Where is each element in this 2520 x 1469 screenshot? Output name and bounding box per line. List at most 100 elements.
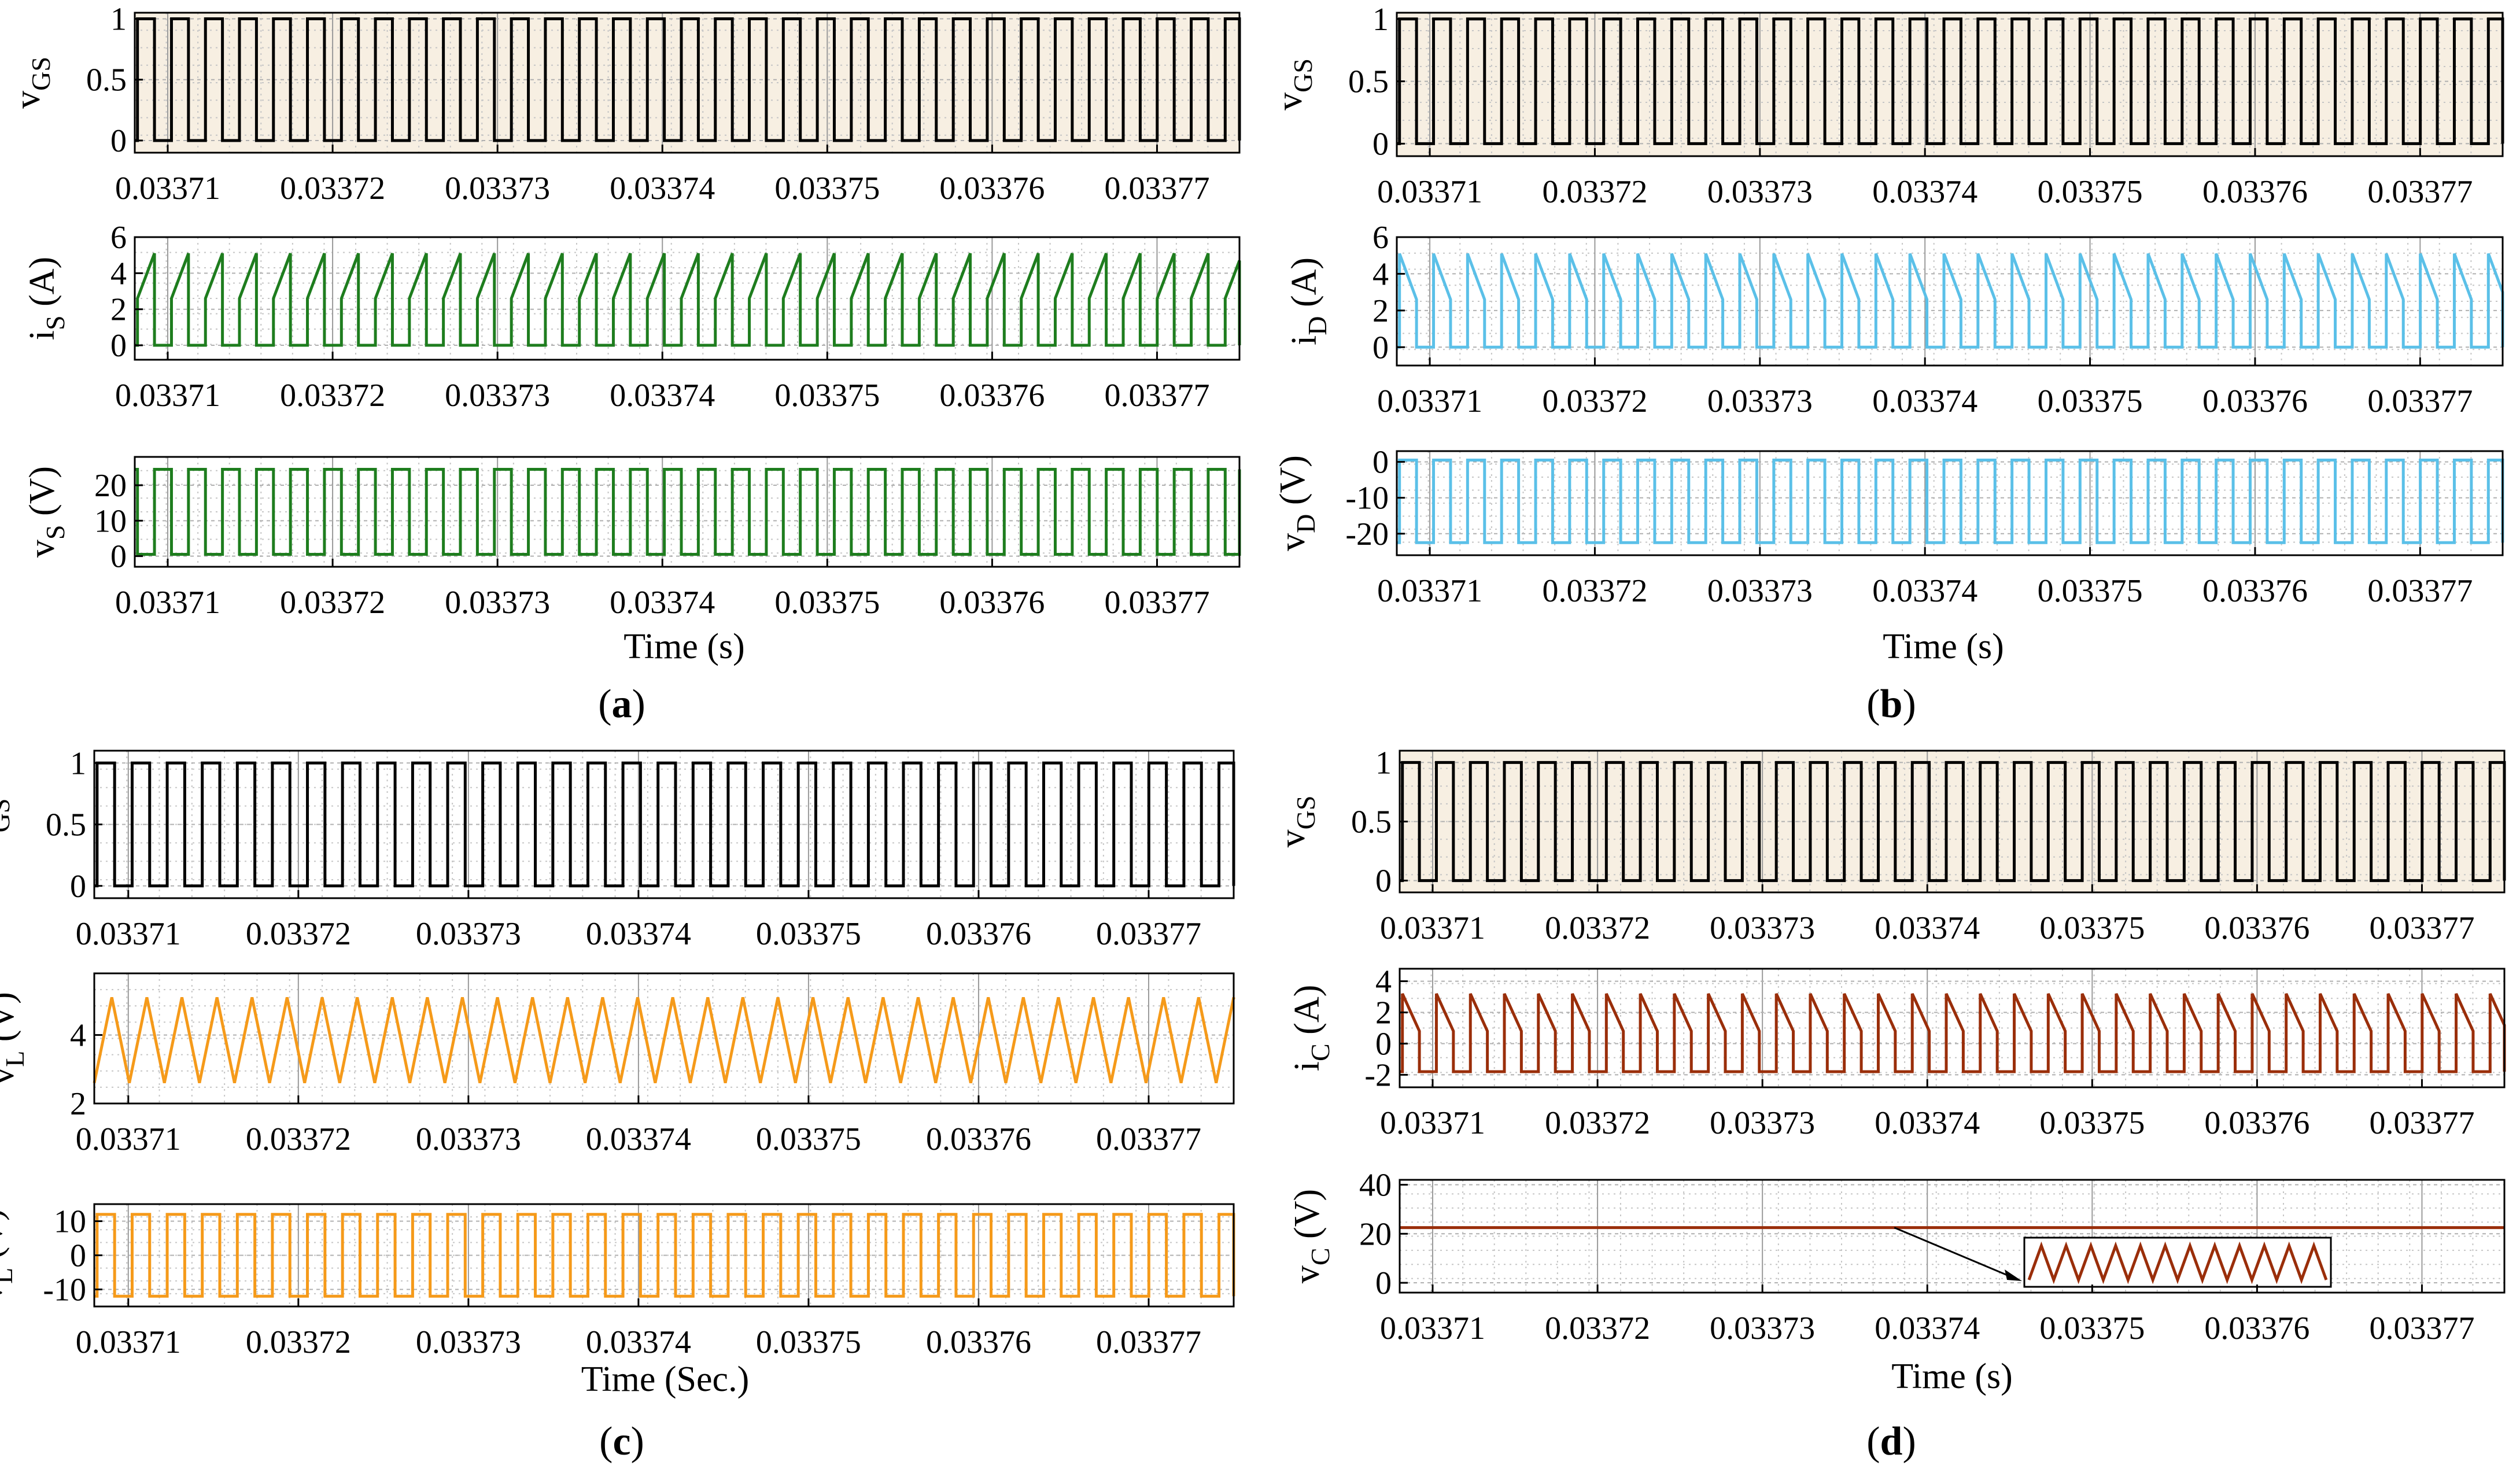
x-tick-label: 0.03371 — [1377, 573, 1482, 609]
x-tick-label: 0.03374 — [1875, 1105, 1980, 1141]
series-line-d — [1397, 253, 2504, 349]
plot-background — [135, 13, 1239, 153]
x-tick-label: 0.03371 — [76, 1324, 181, 1360]
x-tick-label: 0.03376 — [2202, 383, 2308, 419]
y-tick-label: 4 — [110, 256, 127, 291]
y-tick-label: 1 — [1372, 2, 1389, 38]
y-tick-label: 4 — [1372, 256, 1389, 292]
y-tick-label: -2 — [1364, 1057, 1392, 1093]
y-axis-label: vGS — [1273, 796, 1320, 848]
panel-label-d: (d) — [1866, 1419, 1916, 1464]
x-tick-label: 0.03376 — [926, 916, 1031, 952]
x-tick-label: 0.03376 — [939, 171, 1045, 206]
x-tick-label: 0.03375 — [2038, 383, 2143, 419]
y-axis-label: vC (V) — [1287, 1189, 1335, 1283]
y-tick-label: -10 — [43, 1272, 86, 1308]
x-tick-label: 0.03375 — [774, 171, 880, 206]
subplot-d-c-10: 0.03371 0.03372 0.03373 0.03374 0.03375 0.033… — [1287, 964, 2506, 1141]
y-tick-label: 1 — [70, 745, 86, 781]
x-tick-label: 0.03376 — [939, 378, 1045, 414]
x-tick-label: 0.03377 — [1096, 1324, 1201, 1360]
series-line-c — [1400, 993, 2506, 1073]
x-tick-label: 0.03374 — [1872, 383, 1977, 419]
subplot-c-gs-6: 0.03371 0.03372 0.03373 0.03374 0.03375 0.033… — [0, 745, 1235, 952]
y-tick-label: 2 — [110, 292, 127, 328]
series-line-gs — [1400, 761, 2506, 883]
x-tick-label: 0.03373 — [445, 585, 550, 621]
x-tick-label: 0.03374 — [1872, 174, 1977, 210]
plot-frame — [93, 972, 1235, 1105]
y-tick-label: 20 — [1359, 1216, 1392, 1252]
x-tick-label: 0.03372 — [280, 585, 385, 621]
y-tick-label: 6 — [1372, 220, 1389, 256]
plot-background — [1400, 1180, 2504, 1293]
y-tick-label: 0.5 — [46, 807, 86, 843]
x-tick-label: 0.03377 — [2367, 573, 2473, 609]
y-axis-label: vGS — [1270, 58, 1318, 110]
plot-background — [1397, 13, 2503, 156]
x-tick-label: 0.03372 — [1542, 383, 1647, 419]
x-tick-label: 0.03374 — [610, 171, 715, 206]
series-line-s — [135, 253, 1241, 347]
y-tick-label: 0 — [1375, 1026, 1392, 1062]
plot-frame — [1399, 1179, 2506, 1294]
x-tick-label: 0.03372 — [246, 916, 351, 952]
plot-background — [135, 457, 1239, 567]
y-tick-label: 20 — [94, 468, 127, 504]
x-tick-label: 0.03373 — [416, 1121, 521, 1157]
series-line-gs — [94, 761, 1235, 888]
x-tick-label: 0.03376 — [939, 585, 1045, 621]
y-tick-label: 0.5 — [1348, 64, 1389, 100]
x-tick-label: 0.03372 — [246, 1324, 351, 1360]
y-tick-label: 2 — [1372, 293, 1389, 329]
x-tick-label: 0.03376 — [2204, 1105, 2309, 1141]
x-tick-label: 0.03375 — [756, 916, 861, 952]
x-tick-label: 0.03377 — [2367, 383, 2473, 419]
subplot-b-d-5: 0.03371 0.03372 0.03373 0.03374 0.03375 0.033… — [1273, 445, 2504, 609]
x-tick-label: 0.03374 — [586, 916, 691, 952]
y-tick-label: 0 — [1372, 330, 1389, 366]
plot-frame — [1396, 236, 2504, 367]
series-line-l — [93, 996, 1235, 1083]
y-tick-label: 4 — [70, 1018, 86, 1054]
y-tick-label: 10 — [54, 1204, 86, 1240]
y-tick-label: 1 — [110, 2, 127, 38]
x-tick-label: 0.03375 — [2039, 1311, 2145, 1346]
x-tick-label: 0.03372 — [1545, 910, 1650, 946]
subplot-b-d-4: 0.03371 0.03372 0.03373 0.03374 0.03375 0.033… — [1285, 220, 2504, 419]
x-tick-label: 0.03375 — [2038, 174, 2143, 210]
y-tick-label: 2 — [70, 1086, 86, 1122]
y-tick-label: 0 — [1372, 126, 1389, 162]
plot-frame — [134, 236, 1241, 361]
x-tick-label: 0.03376 — [2204, 1311, 2309, 1346]
y-tick-label: 2 — [1375, 995, 1392, 1031]
panel-label-b: (b) — [1866, 682, 1916, 726]
x-tick-label: 0.03374 — [1872, 573, 1977, 609]
x-tick-label: 0.03373 — [445, 378, 550, 414]
y-axis-label: vD (V) — [1273, 455, 1320, 551]
panel-label-a: (a) — [598, 682, 645, 726]
x-axis-title-c: Time (Sec.) — [581, 1360, 749, 1399]
plot-frame — [1399, 968, 2506, 1088]
inset-ripple-line — [2027, 1241, 2328, 1285]
x-tick-label: 0.03376 — [926, 1121, 1031, 1157]
x-tick-label: 0.03377 — [1096, 916, 1201, 952]
x-tick-label: 0.03371 — [115, 378, 220, 414]
x-tick-label: 0.03373 — [1710, 1105, 1815, 1141]
x-tick-label: 0.03374 — [586, 1324, 691, 1360]
x-tick-label: 0.03374 — [610, 378, 715, 414]
x-tick-label: 0.03377 — [1096, 1121, 1201, 1157]
y-tick-label: -20 — [1345, 516, 1389, 552]
y-axis-label: vL (V) — [0, 1209, 18, 1302]
y-tick-label: 0 — [70, 1238, 86, 1274]
x-tick-label: 0.03373 — [1707, 174, 1813, 210]
x-tick-label: 0.03374 — [586, 1121, 691, 1157]
plot-frame — [134, 12, 1241, 154]
y-tick-label: 0 — [1372, 445, 1389, 481]
series-line-gs — [135, 17, 1241, 142]
x-tick-label: 0.03373 — [416, 916, 521, 952]
x-tick-label: 0.03371 — [1377, 383, 1482, 419]
y-tick-label: -10 — [1345, 481, 1389, 516]
x-tick-label: 0.03375 — [2038, 573, 2143, 609]
